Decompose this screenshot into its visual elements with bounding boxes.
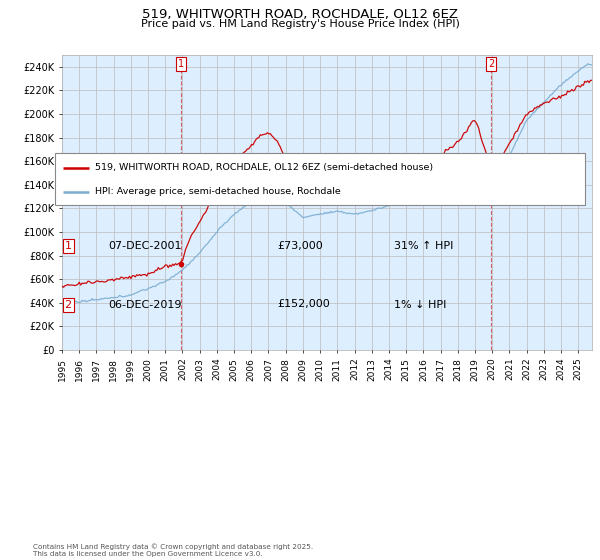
Text: 2: 2 bbox=[65, 300, 71, 310]
Text: HPI: Average price, semi-detached house, Rochdale: HPI: Average price, semi-detached house,… bbox=[95, 188, 341, 197]
Text: 07-DEC-2001: 07-DEC-2001 bbox=[108, 241, 182, 251]
Text: £73,000: £73,000 bbox=[278, 241, 323, 251]
Text: £152,000: £152,000 bbox=[278, 300, 331, 310]
FancyBboxPatch shape bbox=[55, 153, 585, 205]
Text: 1: 1 bbox=[65, 241, 71, 251]
Text: 31% ↑ HPI: 31% ↑ HPI bbox=[394, 241, 454, 251]
Text: 06-DEC-2019: 06-DEC-2019 bbox=[108, 300, 182, 310]
Text: 2: 2 bbox=[488, 59, 494, 69]
Text: Contains HM Land Registry data © Crown copyright and database right 2025.
This d: Contains HM Land Registry data © Crown c… bbox=[33, 544, 313, 557]
Text: 519, WHITWORTH ROAD, ROCHDALE, OL12 6EZ (semi-detached house): 519, WHITWORTH ROAD, ROCHDALE, OL12 6EZ … bbox=[95, 163, 433, 172]
Text: Price paid vs. HM Land Registry's House Price Index (HPI): Price paid vs. HM Land Registry's House … bbox=[140, 19, 460, 29]
Text: 1% ↓ HPI: 1% ↓ HPI bbox=[394, 300, 446, 310]
Text: 1: 1 bbox=[178, 59, 184, 69]
Text: 519, WHITWORTH ROAD, ROCHDALE, OL12 6EZ: 519, WHITWORTH ROAD, ROCHDALE, OL12 6EZ bbox=[142, 8, 458, 21]
